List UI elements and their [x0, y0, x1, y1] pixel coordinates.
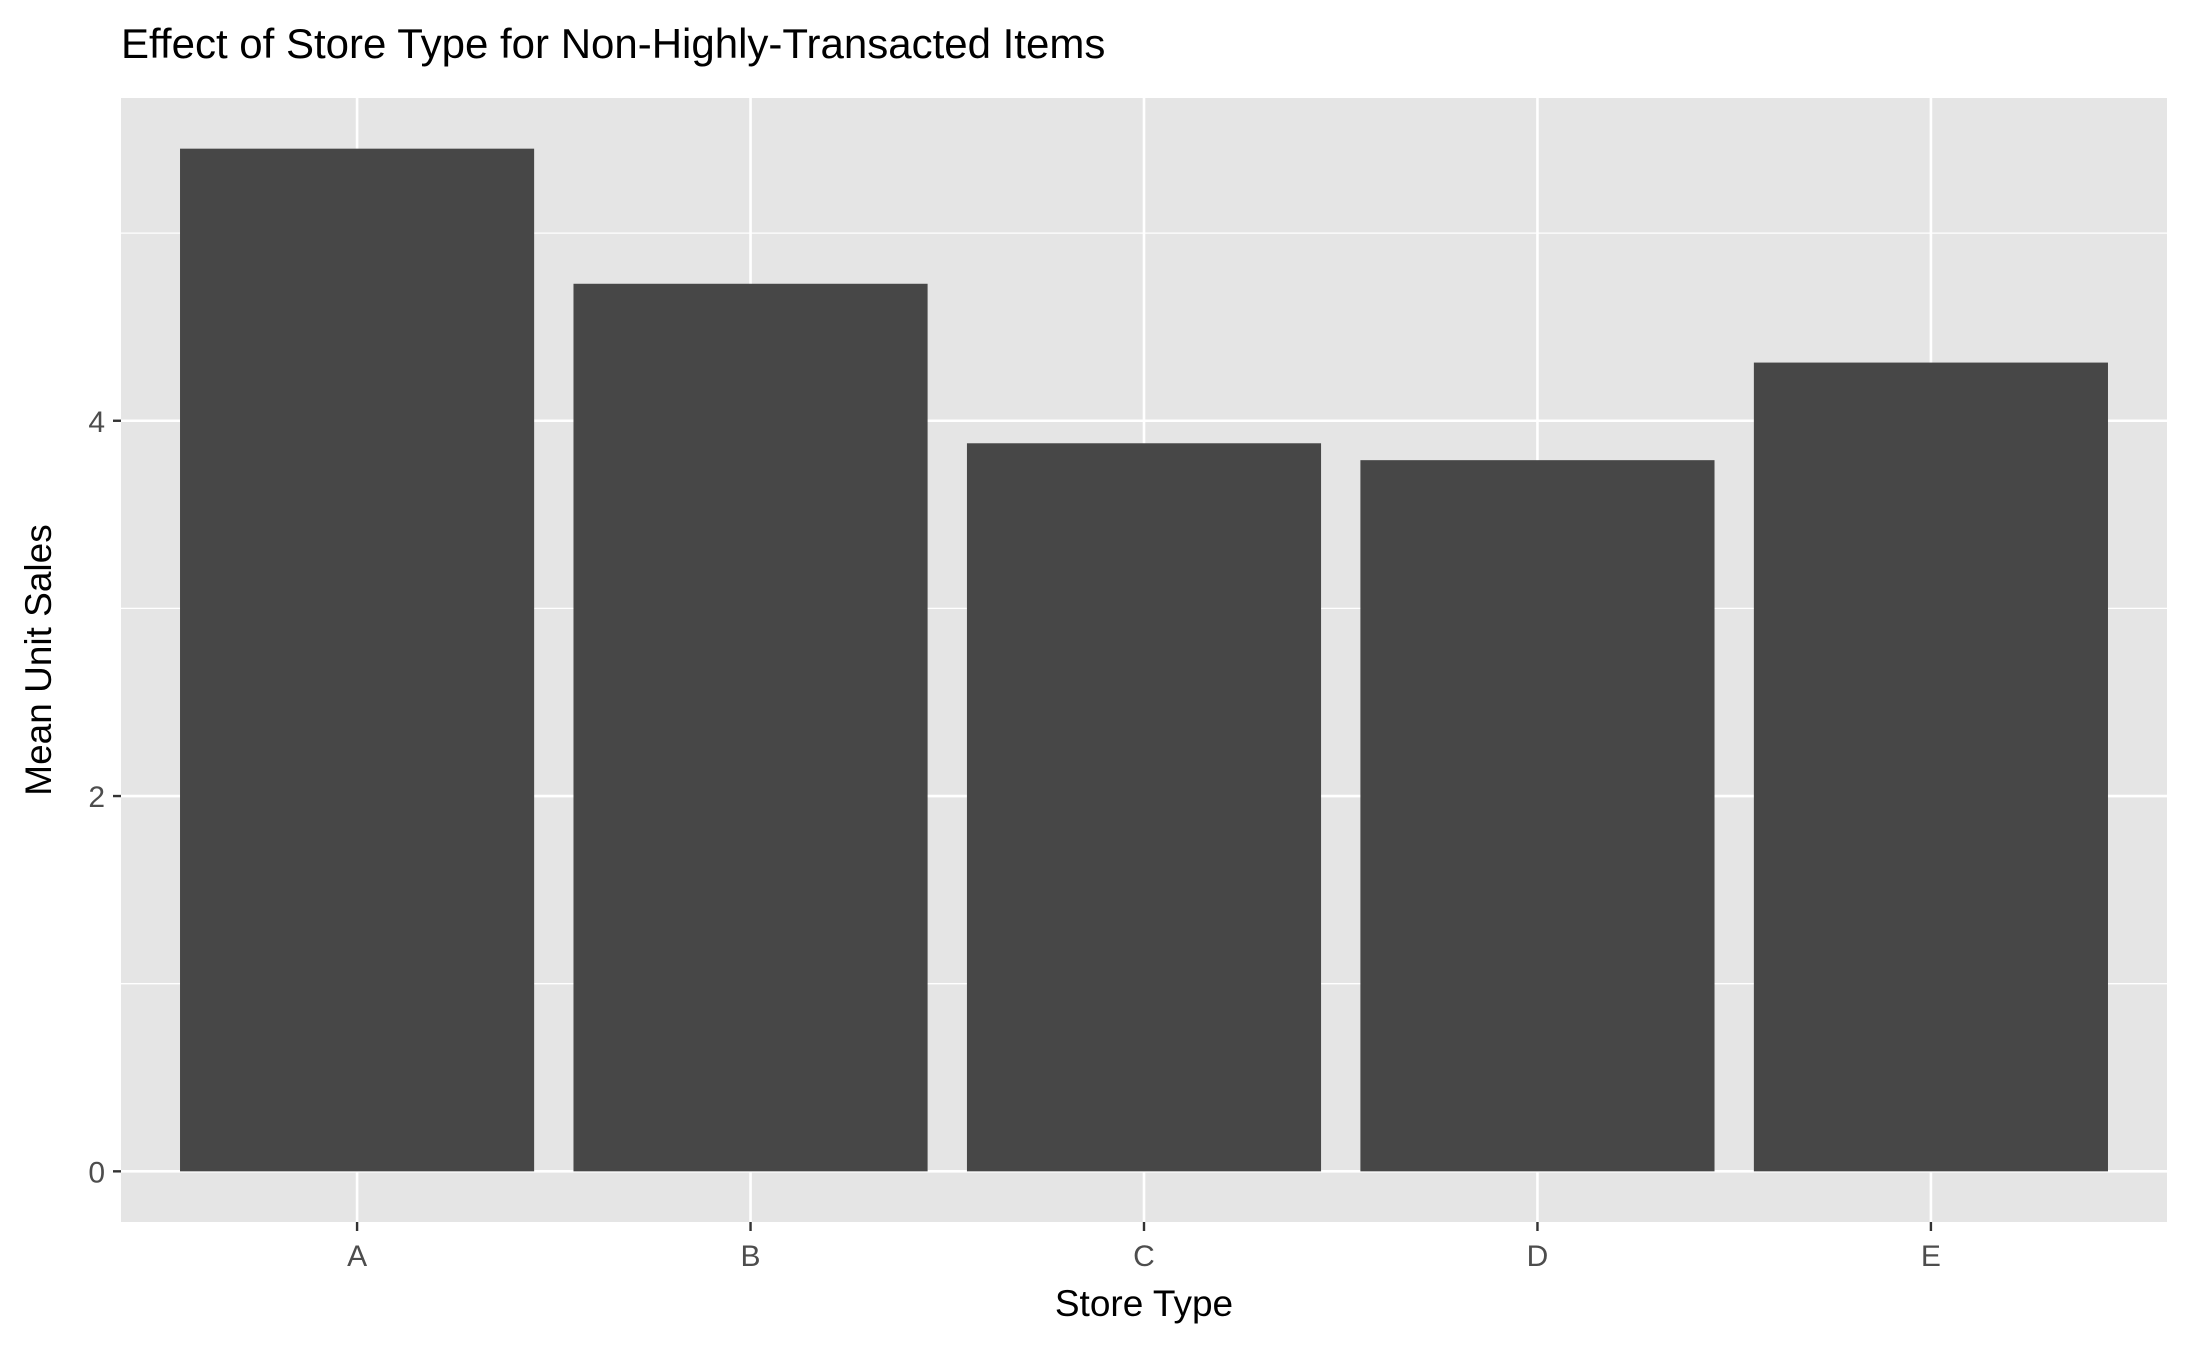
chart-title: Effect of Store Type for Non-Highly-Tran…	[121, 20, 1105, 67]
x-tick-label: B	[741, 1240, 761, 1273]
y-axis: 0 2 4	[88, 406, 121, 1189]
x-axis: A B C D E	[347, 1222, 1941, 1273]
y-tick-label: 4	[88, 406, 105, 439]
bar-E	[1753, 362, 2108, 1172]
bar-A	[180, 148, 535, 1172]
y-axis-title: Mean Unit Sales	[18, 524, 59, 795]
x-tick-label: C	[1133, 1240, 1155, 1273]
y-tick-label: 0	[88, 1156, 105, 1189]
y-tick-label: 2	[88, 781, 105, 814]
x-tick-label: D	[1527, 1240, 1549, 1273]
x-tick-label: E	[1921, 1240, 1941, 1273]
bars	[180, 148, 2108, 1172]
x-axis-title: Store Type	[1055, 1283, 1233, 1324]
bar-D	[1360, 460, 1715, 1172]
bar-B	[573, 283, 928, 1172]
bar-C	[966, 443, 1322, 1172]
x-tick-label: A	[347, 1240, 367, 1273]
